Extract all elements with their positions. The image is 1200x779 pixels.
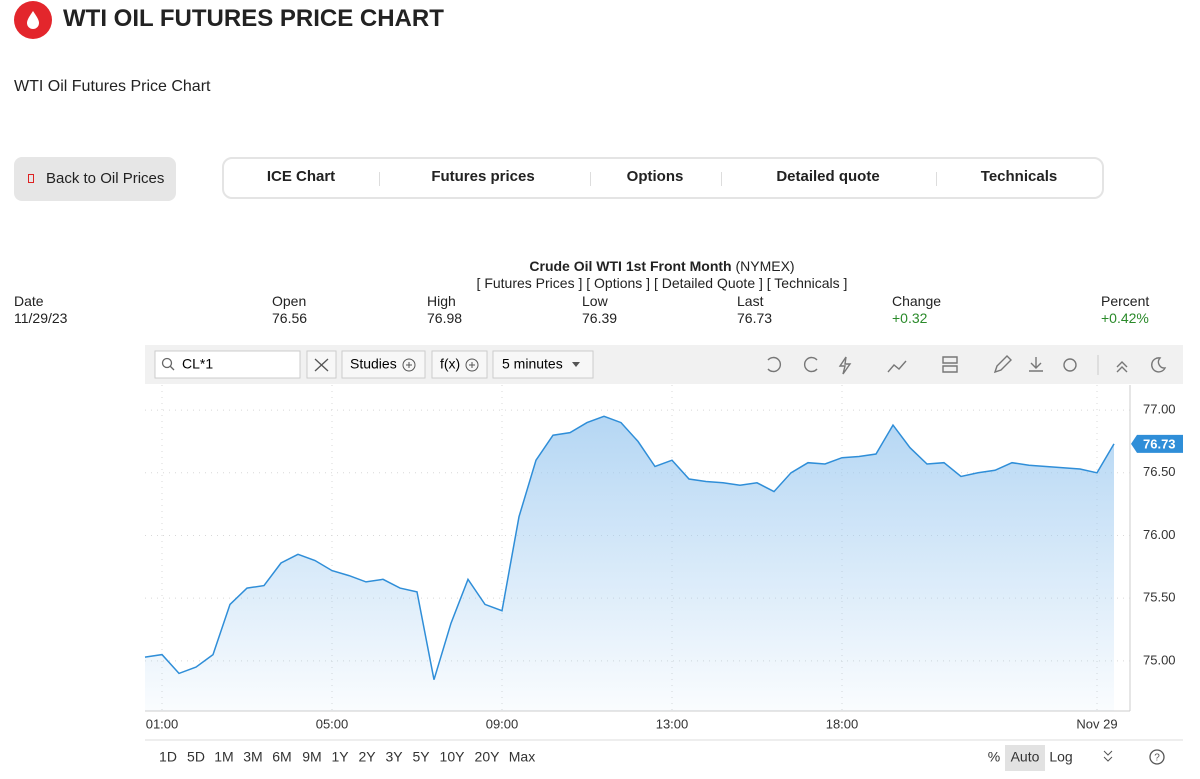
quote-label: Date: [14, 293, 44, 309]
last-price-label: 76.73: [1143, 436, 1176, 451]
logo: [14, 1, 52, 39]
x-tick-label: 13:00: [656, 716, 689, 731]
quote-column: High 76.98: [427, 293, 462, 327]
last-price-tag: [1131, 434, 1183, 453]
quote-links[interactable]: [ Futures Prices ] [ Options ] [ Detaile…: [476, 275, 848, 291]
quote-label: Open: [272, 293, 307, 309]
range-button[interactable]: 3Y: [385, 749, 403, 765]
quote-column: Open 76.56: [272, 293, 307, 327]
quote-column: Change +0.32: [892, 293, 941, 327]
quote-column: Date 11/29/23: [14, 293, 67, 327]
quote-column: Percent +0.42%: [1101, 293, 1149, 327]
quote-value: +0.42%: [1101, 310, 1149, 326]
quote-column: Last 76.73: [737, 293, 772, 327]
svg-text:?: ?: [1154, 753, 1160, 764]
function-label: f(x): [440, 356, 460, 372]
studies-button[interactable]: [341, 350, 426, 379]
toolbar-icons[interactable]: [767, 355, 1167, 375]
page-subtitle: WTI Oil Futures Price Chart: [14, 78, 211, 95]
range-button[interactable]: 5Y: [412, 749, 430, 765]
tab[interactable]: Technicals: [980, 168, 1058, 185]
tab[interactable]: ICE Chart: [266, 168, 336, 185]
quote-value: 11/29/23: [14, 310, 68, 326]
quote-value: 76.73: [737, 310, 773, 326]
back-button[interactable]: Back to Oil Prices: [14, 157, 176, 201]
x-tick-label: 05:00: [316, 716, 349, 731]
tab-bar: ICE Chart Futures prices Options Detaile…: [222, 157, 1104, 199]
x-tick-label: Nov 29: [1076, 716, 1117, 731]
range-button[interactable]: 10Y: [440, 749, 466, 765]
range-button[interactable]: 20Y: [475, 749, 501, 765]
scale-option[interactable]: Auto: [1011, 749, 1040, 765]
quote-value: 76.98: [427, 310, 463, 326]
quote-title: Crude Oil WTI 1st Front Month: [529, 258, 732, 274]
x-tick-label: 09:00: [486, 716, 519, 731]
tab[interactable]: Detailed quote: [776, 168, 880, 185]
range-button[interactable]: 1M: [214, 749, 233, 765]
scale-option[interactable]: %: [988, 749, 1000, 765]
toolbar: [145, 345, 1183, 384]
back-label: Back to Oil Prices: [46, 170, 165, 187]
range-button[interactable]: 1Y: [331, 749, 349, 765]
scale-option[interactable]: Log: [1049, 749, 1072, 765]
tab[interactable]: Futures prices: [431, 168, 535, 185]
y-tick-label: 76.50: [1143, 464, 1176, 479]
x-tick-label: 18:00: [826, 716, 859, 731]
quote-label: Change: [892, 293, 942, 309]
range-button[interactable]: 5D: [187, 749, 205, 765]
tab[interactable]: Options: [626, 168, 684, 185]
quote-column: Low 76.39: [582, 293, 617, 327]
scale-active-bg: [1005, 745, 1045, 771]
quote-value: 76.56: [272, 310, 308, 326]
x-tick-label: 01:00: [146, 716, 179, 731]
range-button[interactable]: 9M: [302, 749, 321, 765]
range-button[interactable]: 1D: [159, 749, 177, 765]
quote-label: High: [427, 293, 456, 309]
range-button[interactable]: 6M: [272, 749, 291, 765]
page-title: WTI OIL FUTURES PRICE CHART: [63, 5, 444, 32]
studies-label: Studies: [350, 356, 397, 372]
symbol: CL*1: [182, 356, 213, 372]
y-tick-label: 75.00: [1143, 652, 1176, 667]
quote-label: Last: [737, 293, 764, 309]
price-area: [145, 416, 1114, 711]
quote-heading: Crude Oil WTI 1st Front Month (NYMEX): [0, 258, 1200, 274]
y-tick-label: 75.50: [1143, 590, 1176, 605]
range-button[interactable]: Max: [509, 749, 535, 765]
quote-value: +0.32: [892, 310, 928, 326]
interval-label: 5 minutes: [502, 356, 563, 372]
y-tick-label: 77.00: [1143, 402, 1176, 417]
y-tick-label: 76.00: [1143, 527, 1176, 542]
quote-label: Low: [582, 293, 608, 309]
quote-exchange: (NYMEX): [735, 258, 795, 274]
range-button[interactable]: 2Y: [358, 749, 376, 765]
price-line: [144, 415, 1115, 680]
quote-value: 76.39: [582, 310, 618, 326]
range-button[interactable]: 3M: [243, 749, 262, 765]
chart: CL*1 Studies f(x) 5 minutes ? 75.00 75.50…: [144, 345, 1183, 771]
quote-label: Percent: [1101, 293, 1150, 309]
symbol-input[interactable]: [154, 350, 301, 379]
